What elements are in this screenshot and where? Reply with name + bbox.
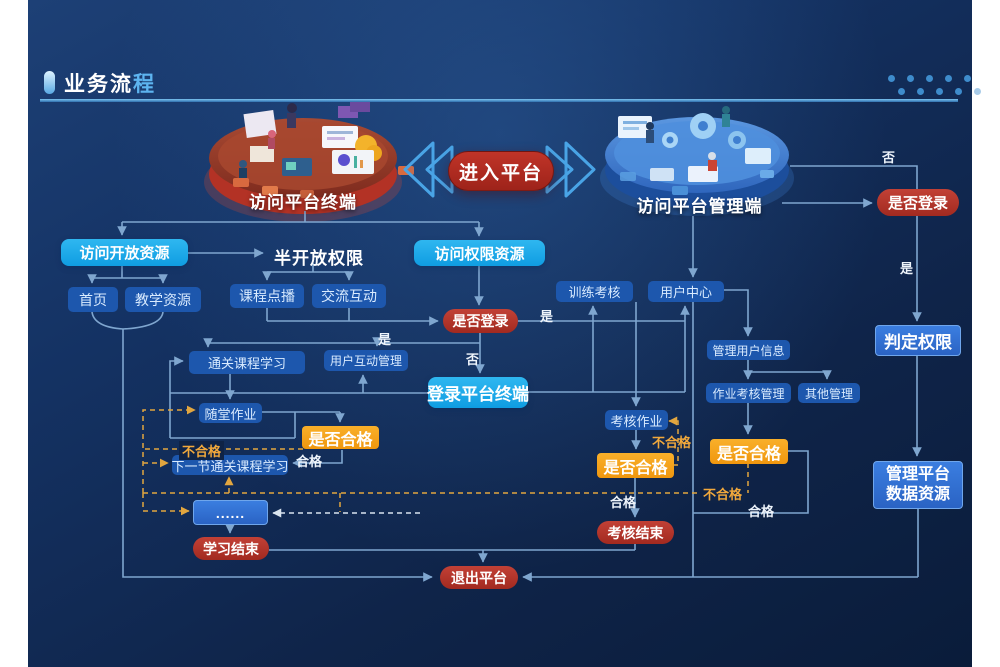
node-user-interaction-management: 用户互动管理 (324, 350, 408, 371)
chevrons-right-icon (545, 141, 596, 198)
node-other-management: 其他管理 (798, 383, 860, 403)
edge-label-fail-right: 不合格 (700, 484, 746, 503)
edge-label-yes-left: 是 (378, 332, 392, 347)
node-next-pass-course: 下一节通关课程学习 (172, 455, 289, 475)
node-assessment-end: 考核结束 (597, 521, 674, 544)
node-course-on-demand: 课程点播 (230, 284, 304, 308)
node-manage-user-info: 管理用户信息 (707, 340, 790, 360)
header-underline (40, 99, 958, 102)
node-user-center: 用户中心 (648, 281, 724, 302)
node-ellipsis: ...... (193, 500, 268, 525)
node-judge-permission: 判定权限 (875, 325, 961, 356)
edge-label-no-left: 否 (466, 352, 480, 367)
edge-label-pass-right: 合格 (748, 504, 775, 519)
edge-label-fail-left: 不合格 (179, 441, 225, 460)
node-qualified-check-1: 是否合格 (302, 426, 379, 449)
platform-admin-illustration (600, 106, 794, 216)
edge-label-pass-mid: 合格 (610, 495, 637, 510)
node-class-homework: 随堂作业 (199, 403, 262, 423)
enter-platform-button[interactable]: 进入平台 (448, 151, 554, 191)
node-access-permission-resources: 访问权限资源 (414, 240, 545, 266)
page-title-main: 业务流 (64, 73, 133, 96)
node-training-assessment: 训练考核 (556, 281, 633, 302)
left-platform-label: 访问平台终端 (249, 193, 357, 212)
solid-connectors (87, 165, 922, 582)
node-assessment-homework: 考核作业 (605, 410, 668, 430)
right-platform-label: 访问平台管理端 (636, 197, 763, 216)
node-manage-platform-data: 管理平台 数据资源 (873, 461, 963, 509)
manage-platform-data-line2: 数据资源 (885, 486, 950, 503)
platform-terminal-illustration (204, 100, 414, 222)
node-login-check-left: 是否登录 (443, 309, 518, 333)
title-bullet-icon (44, 71, 55, 94)
node-access-open-resources: 访问开放资源 (61, 239, 188, 266)
edge-label-pass-left: 合格 (296, 454, 323, 469)
node-homework-assessment-management: 作业考核管理 (706, 383, 791, 403)
node-login-platform-terminal: 登录平台终端 (427, 377, 529, 408)
node-qualified-check-2: 是否合格 (597, 453, 674, 478)
node-semi-open-permission: 半开放权限 (274, 249, 364, 268)
edge-label-yes-right-col: 是 (900, 261, 914, 276)
node-teaching-resources: 教学资源 (125, 287, 201, 312)
slide-panel (28, 0, 972, 667)
page-title-accent: 程 (133, 73, 156, 96)
chevrons-left-icon (403, 141, 454, 198)
manage-platform-data-line1: 管理平台 (885, 466, 950, 483)
page-title: 业务流程 (64, 68, 156, 98)
node-exit-platform: 退出平台 (440, 566, 518, 589)
node-home: 首页 (68, 287, 118, 312)
edge-label-yes-branch: 是 (540, 309, 554, 324)
edge-label-fail-mid: 不合格 (652, 435, 692, 450)
node-qualified-check-3: 是否合格 (710, 439, 788, 464)
edge-label-no-top-right: 否 (882, 150, 896, 165)
node-pass-course-learning: 通关课程学习 (189, 351, 305, 374)
node-study-end: 学习结束 (193, 537, 269, 560)
node-login-check-right: 是否登录 (877, 189, 959, 216)
dashed-fail-connectors (142, 405, 749, 516)
node-communication: 交流互动 (312, 284, 386, 308)
